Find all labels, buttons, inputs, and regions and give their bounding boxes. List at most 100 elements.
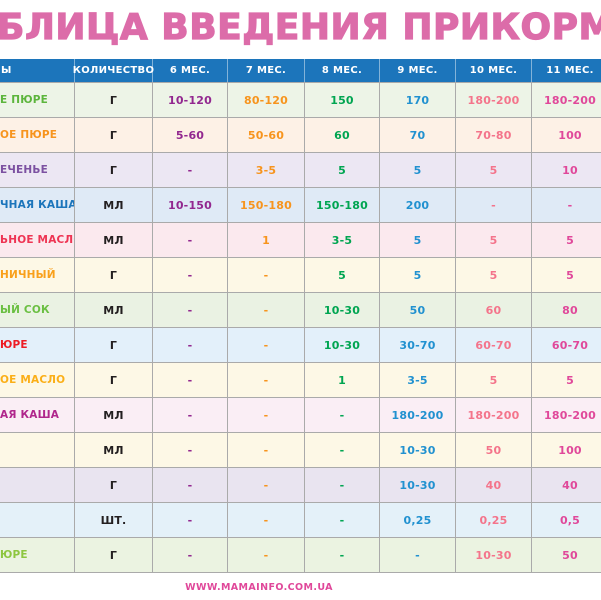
value-cell-month-11: 180-200 [532,83,601,118]
product-name-cell: ОЕ МАСЛО [0,363,75,398]
value-cell-month-10: 5 [456,363,532,398]
value-cell-month-11: 60-70 [532,328,601,363]
value-cell-month-9: 30-70 [380,328,456,363]
value-cell-month-8: 150-180 [305,188,380,223]
value-cell-month-6: - [153,503,228,538]
column-header-11mo: 11 МЕС. [532,59,601,82]
value-cell-month-7: - [228,433,305,468]
value-cell-month-6: 5-60 [153,118,228,153]
table-row: МЛ - - -10-30 50 100 [0,433,601,468]
value-cell-month-6: 10-150 [153,188,228,223]
value-cell-month-8: - [305,433,380,468]
product-name-cell: ЫЙ СОК [0,293,75,328]
table-body: Е ПЮРЕ Г 10-120 80-120 150 170 180-200 180-200 О… [0,83,601,573]
value-cell-month-10: 5 [456,153,532,188]
value-cell-month-10: 5 [456,223,532,258]
value-cell-month-8: 5 [305,153,380,188]
product-name-cell: ЧНАЯ КАША [0,188,75,223]
value-cell-month-8: 10-30 [305,328,380,363]
value-cell-month-10: 0,25 [456,503,532,538]
table-row: ОЕ ПЮРЕ Г 5-60 50-60 60 70 70-80 100 [0,118,601,153]
value-cell-month-10: 5 [456,258,532,293]
table-row: ЮРЕ Г - -10-30 30-70 60-70 60-70 [0,328,601,363]
product-name-cell: НИЧНЫЙ [0,258,75,293]
value-cell-month-6: - [153,468,228,503]
quantity-unit-cell: Г [75,258,153,293]
quantity-unit-cell: МЛ [75,188,153,223]
value-cell-month-9: 10-30 [380,468,456,503]
quantity-unit-cell: МЛ [75,293,153,328]
value-cell-month-10: 180-200 [456,83,532,118]
value-cell-month-9: 200 [380,188,456,223]
value-cell-month-11: 80 [532,293,601,328]
value-cell-month-10: 180-200 [456,398,532,433]
value-cell-month-9: 70 [380,118,456,153]
value-cell-month-6: - [153,433,228,468]
value-cell-month-10: 70-80 [456,118,532,153]
value-cell-month-6: - [153,293,228,328]
value-cell-month-7: - [228,363,305,398]
value-cell-month-9: 3-5 [380,363,456,398]
table-row: ЮРЕ Г - - - -10-30 50 [0,538,601,573]
table-row: Г - - -10-30 40 40 [0,468,601,503]
value-cell-month-8: 1 [305,363,380,398]
value-cell-month-7: 3-5 [228,153,305,188]
column-header-quantity: КОЛИЧЕСТВО [73,59,154,82]
quantity-unit-cell: Г [75,153,153,188]
quantity-unit-cell: Г [75,538,153,573]
value-cell-month-6: - [153,258,228,293]
quantity-unit-cell: Г [75,83,153,118]
table-row: Е ПЮРЕ Г 10-120 80-120 150 170 180-200 180-200 [0,83,601,118]
value-cell-month-9: 170 [380,83,456,118]
value-cell-month-9: - [380,538,456,573]
value-cell-month-10: 40 [456,468,532,503]
quantity-unit-cell: ШТ. [75,503,153,538]
value-cell-month-8: - [305,468,380,503]
value-cell-month-9: 10-30 [380,433,456,468]
table-row: ЫЙ СОК МЛ - -10-30 50 60 80 [0,293,601,328]
column-header-6mo: 6 МЕС. [153,59,228,82]
column-header-10mo: 10 МЕС. [456,59,532,82]
column-header-7mo: 7 МЕС. [228,59,305,82]
value-cell-month-8: 5 [305,258,380,293]
value-cell-month-11: 0,5 [532,503,601,538]
value-cell-month-7: - [228,258,305,293]
value-cell-month-9: 5 [380,223,456,258]
value-cell-month-8: - [305,538,380,573]
value-cell-month-11: 100 [532,433,601,468]
value-cell-month-9: 5 [380,258,456,293]
table-row: ШТ. - - -0,25 0,25 0,5 [0,503,601,538]
value-cell-month-6: - [153,153,228,188]
product-name-cell: ЮРЕ [0,328,75,363]
quantity-unit-cell: Г [75,118,153,153]
quantity-unit-cell: МЛ [75,223,153,258]
value-cell-month-6: - [153,538,228,573]
page-title: БЛИЦА ВВЕДЕНИЯ ПРИКОРМА [0,6,601,48]
column-header-9mo: 9 МЕС. [380,59,456,82]
quantity-unit-cell: МЛ [75,433,153,468]
value-cell-month-11: 40 [532,468,601,503]
value-cell-month-7: - [228,293,305,328]
value-cell-month-8: - [305,398,380,433]
value-cell-month-9: 5 [380,153,456,188]
quantity-unit-cell: Г [75,363,153,398]
column-header-8mo: 8 МЕС. [305,59,380,82]
value-cell-month-10: 60 [456,293,532,328]
value-cell-month-7: - [228,503,305,538]
product-name-cell: ОЕ ПЮРЕ [0,118,75,153]
feeding-table: Ы КОЛИЧЕСТВО 6 МЕС. 7 МЕС. 8 МЕС. 9 МЕС. 10 МЕ… [0,59,601,573]
value-cell-month-11: 100 [532,118,601,153]
value-cell-month-11: 10 [532,153,601,188]
value-cell-month-6: - [153,398,228,433]
product-name-cell: ЮРЕ [0,538,75,573]
table-row: ОЕ МАСЛО Г - -1 3-5 5 5 [0,363,601,398]
value-cell-month-11: 5 [532,363,601,398]
table-header-row: Ы КОЛИЧЕСТВО 6 МЕС. 7 МЕС. 8 МЕС. 9 МЕС. 10 МЕ… [0,59,601,83]
value-cell-month-8: - [305,503,380,538]
value-cell-month-11: 180-200 [532,398,601,433]
value-cell-month-10: - [456,188,532,223]
value-cell-month-9: 0,25 [380,503,456,538]
value-cell-month-6: - [153,363,228,398]
value-cell-month-8: 60 [305,118,380,153]
